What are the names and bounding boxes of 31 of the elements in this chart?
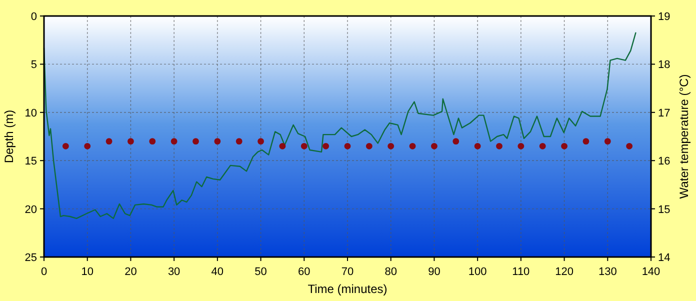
x-tick-label: 50: [254, 266, 267, 278]
x-tick-label: 20: [124, 266, 137, 278]
y2-tick-label: 19: [658, 11, 670, 23]
x-tick-label: 140: [642, 266, 660, 278]
x-tick-label: 120: [555, 266, 574, 278]
x-tick-label: 100: [468, 266, 487, 278]
x-tick-label: 10: [81, 266, 94, 278]
y2-tick-label: 14: [658, 252, 670, 264]
y-tick-label: 20: [24, 204, 37, 216]
y2-tick-label: 15: [658, 204, 670, 216]
x-tick-label: 60: [298, 266, 310, 278]
x-tick-label: 70: [341, 266, 354, 278]
y-tick-label: 15: [24, 156, 37, 168]
y2-axis-title: Water temperature (°C): [677, 74, 691, 199]
y2-tick-label: 18: [658, 59, 670, 72]
y2-tick-label: 17: [658, 107, 670, 120]
y2-tick-label: 16: [658, 156, 670, 168]
x-tick-label: 30: [168, 266, 180, 278]
y-tick-label: 25: [24, 252, 37, 264]
x-tick-label: 110: [512, 266, 530, 278]
y-tick-label: 0: [30, 11, 37, 23]
x-tick-label: 80: [384, 266, 397, 278]
x-axis-title: Time (minutes): [308, 282, 388, 296]
y-tick-label: 10: [24, 107, 37, 120]
y-axis-title: Depth (m): [2, 110, 16, 164]
x-tick-label: 40: [211, 266, 224, 278]
line-series: [43, 32, 636, 220]
x-tick-label: 90: [428, 266, 440, 278]
y-tick-label: 5: [30, 59, 37, 72]
x-tick-label: 130: [598, 266, 617, 278]
x-tick-label: 0: [40, 266, 48, 278]
